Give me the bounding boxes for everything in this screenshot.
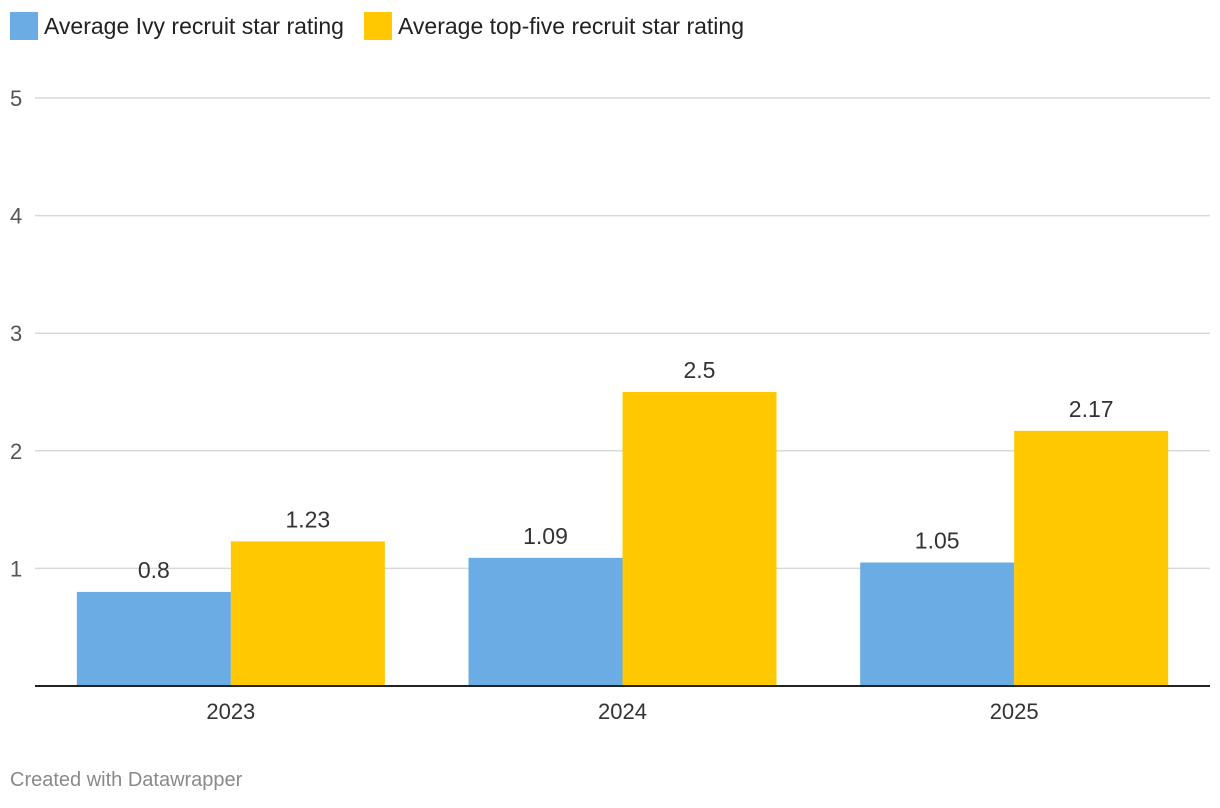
- bar-value-label: 1.05: [915, 528, 960, 554]
- bar-value-label: 1.09: [523, 523, 568, 549]
- y-tick-label: 5: [10, 86, 22, 111]
- bar: [468, 557, 623, 686]
- bar-value-label: 1.23: [285, 506, 330, 532]
- bar: [1014, 430, 1169, 686]
- chart-legend: Average Ivy recruit star rating Average …: [10, 12, 744, 40]
- x-tick-label: 2024: [598, 699, 647, 724]
- legend-label-top-five: Average top-five recruit star rating: [397, 12, 744, 39]
- datawrapper-credit: Created with Datawrapper: [10, 769, 243, 791]
- y-tick-label: 2: [10, 439, 22, 464]
- bar-value-label: 0.8: [138, 557, 170, 583]
- legend-label-ivy: Average Ivy recruit star rating: [44, 12, 344, 39]
- bar: [76, 591, 231, 686]
- x-tick-label: 2023: [206, 699, 255, 724]
- bar-value-label: 2.17: [1069, 396, 1114, 422]
- bar: [230, 541, 385, 686]
- bar-value-label: 2.5: [684, 357, 716, 383]
- y-tick-label: 4: [10, 204, 22, 229]
- legend-swatch-ivy: [10, 12, 38, 40]
- y-tick-label: 3: [10, 321, 22, 346]
- x-tick-label: 2025: [990, 699, 1039, 724]
- legend-item-top-five: Average top-five recruit star rating: [363, 12, 744, 40]
- y-tick-label: 1: [10, 556, 22, 581]
- bar: [622, 392, 777, 686]
- bar: [860, 562, 1015, 686]
- legend-item-ivy: Average Ivy recruit star rating: [10, 12, 344, 40]
- legend-swatch-top-five: [363, 12, 392, 40]
